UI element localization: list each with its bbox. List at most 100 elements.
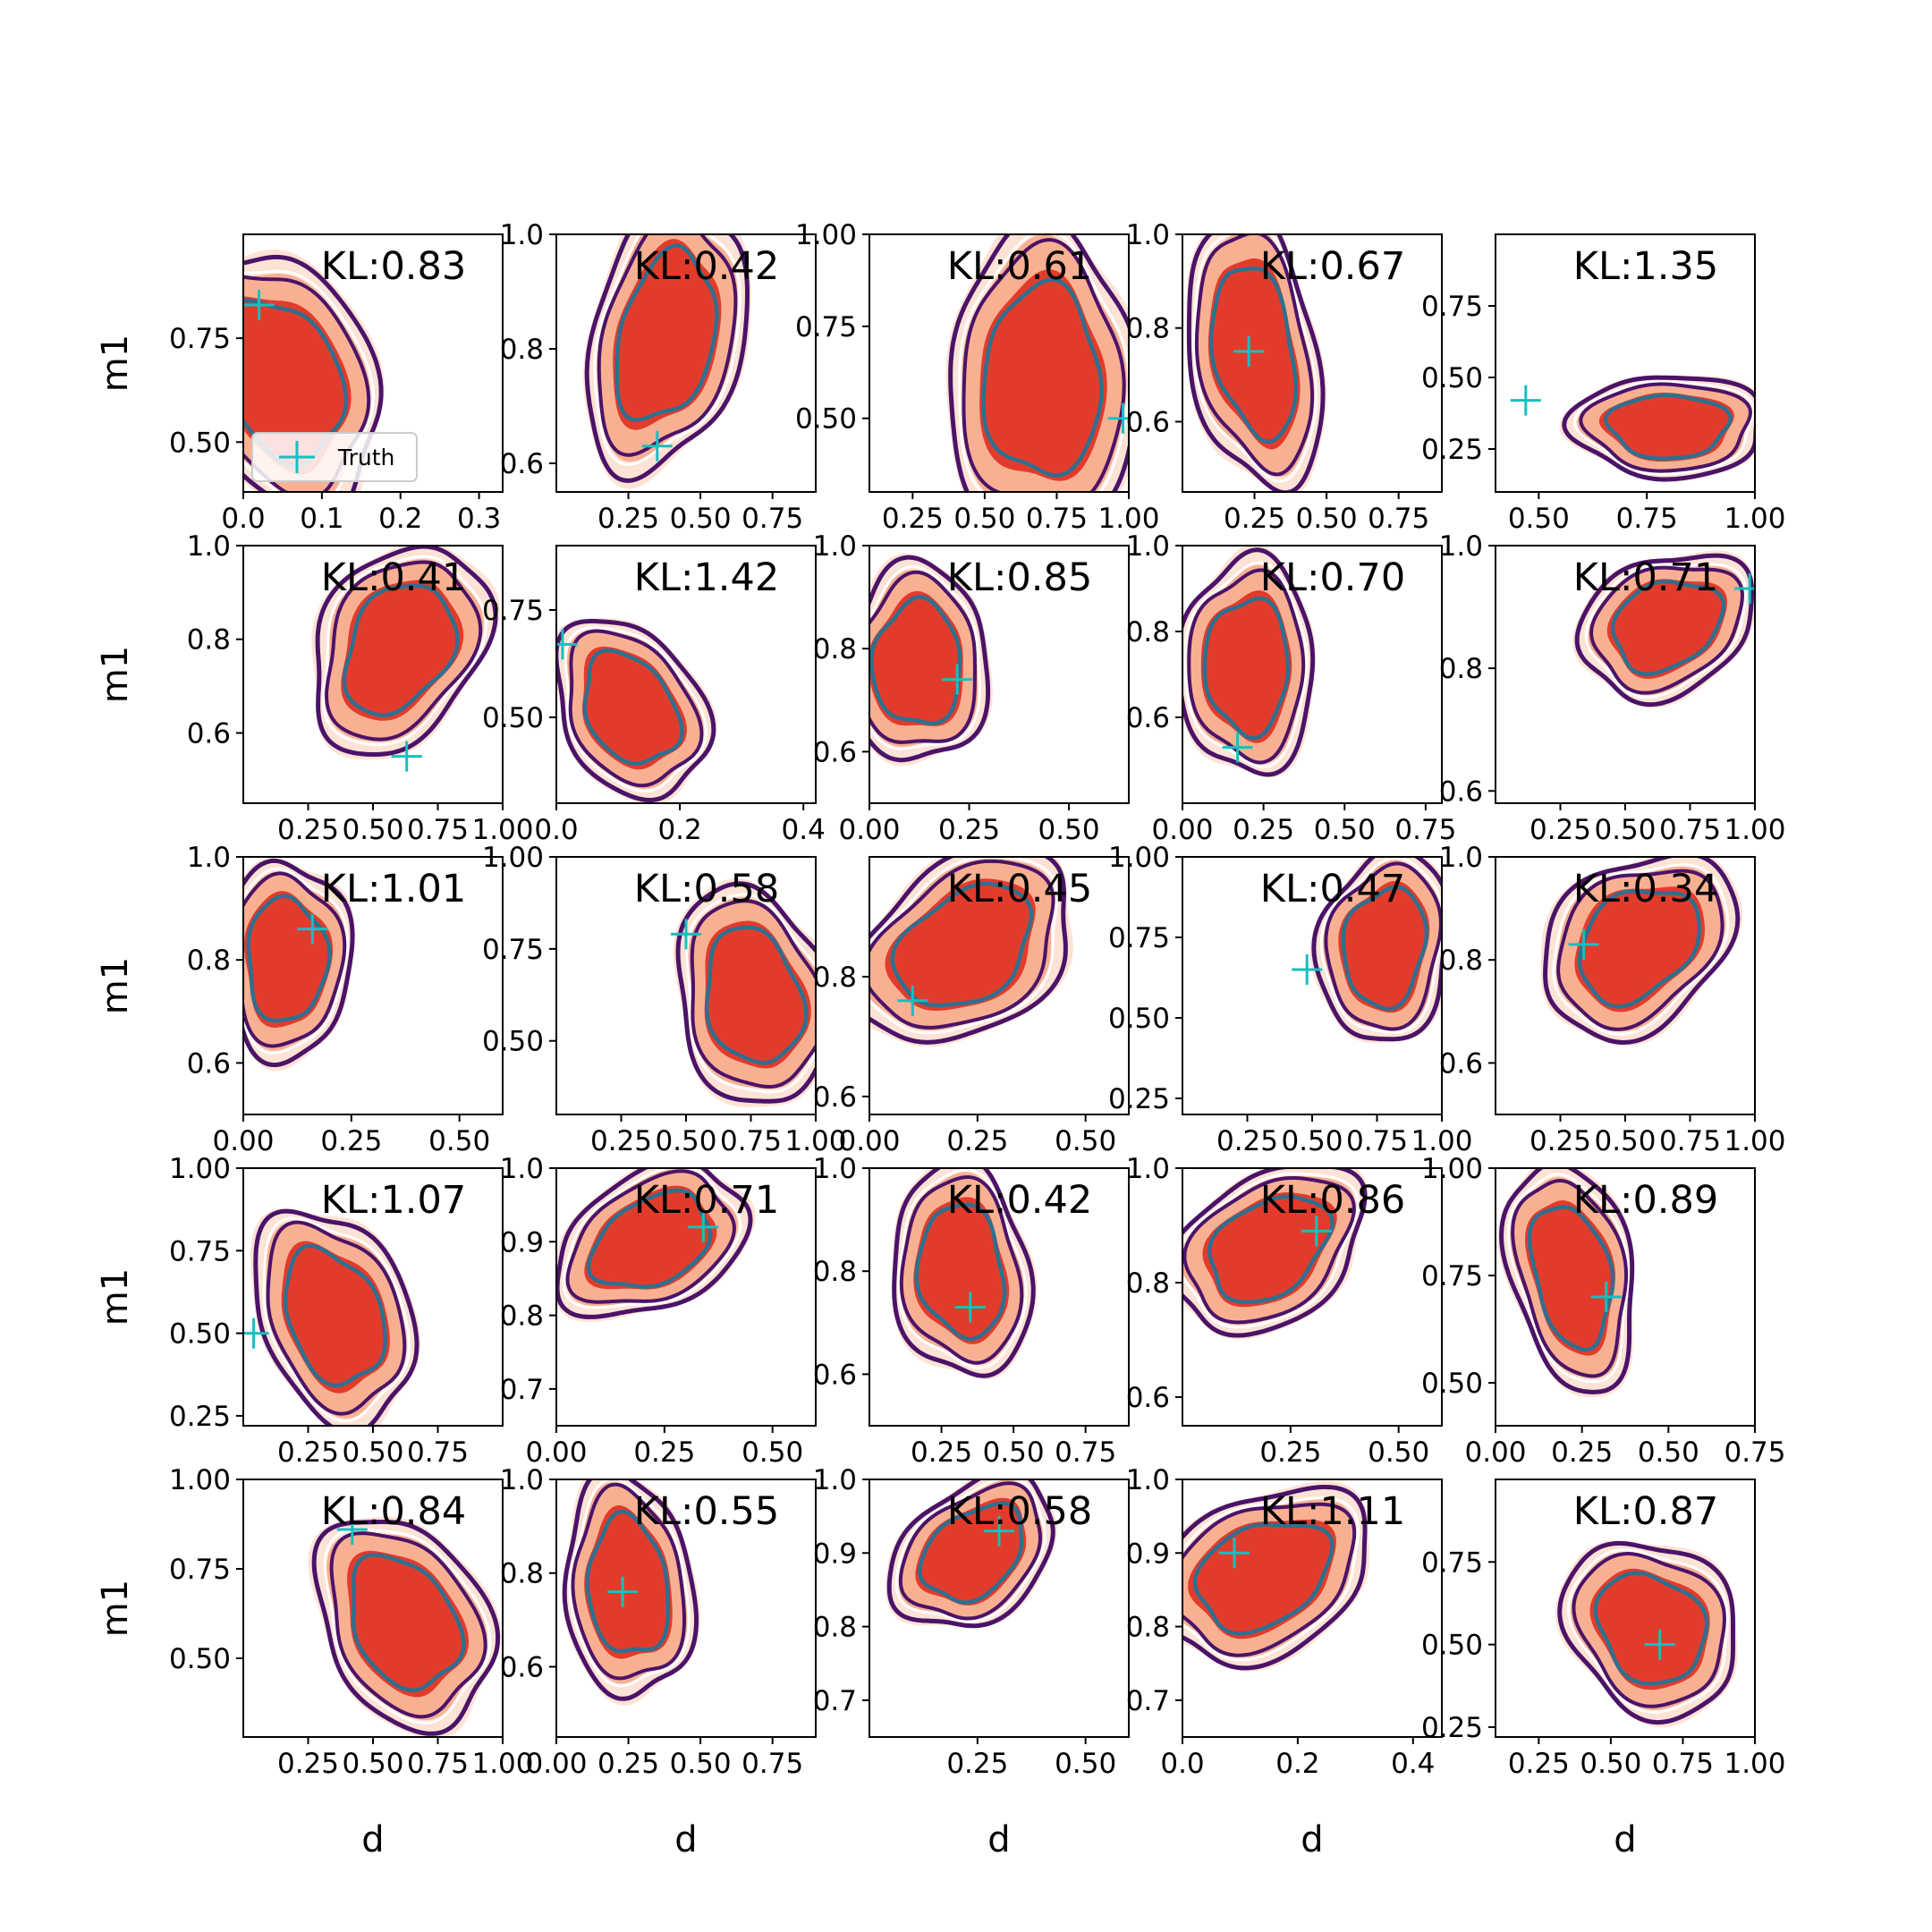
x-tick-label: 0.75	[1394, 814, 1456, 846]
x-tick-label: 0.3	[457, 503, 501, 535]
contour-second	[1194, 234, 1315, 477]
contour-outer	[556, 1168, 753, 1319]
y-tick-label: 1.00	[795, 219, 857, 251]
truth-marker	[556, 629, 578, 660]
contour-white	[958, 234, 1129, 492]
x-axis-label: d	[674, 1819, 697, 1860]
y-tick-label: 0.75	[1421, 291, 1483, 323]
contour-outer	[1182, 1168, 1368, 1338]
truth-marker	[1107, 402, 1129, 434]
density-fill-inner	[1598, 393, 1734, 462]
y-tick-label: 0.50	[1421, 362, 1483, 394]
x-tick-label: 0.50	[1594, 814, 1656, 846]
y-tick-label: 1.0	[1126, 1153, 1170, 1185]
contour-white	[685, 893, 816, 1094]
contour-inner	[1604, 393, 1733, 461]
contour-second	[571, 1482, 687, 1681]
y-tick-label: 0.25	[1421, 434, 1483, 466]
truth-marker	[641, 430, 673, 462]
kl-label: KL:0.45	[947, 867, 1092, 911]
x-tick-label: 0.00	[525, 1436, 587, 1469]
y-tick-label: 1.00	[1108, 842, 1170, 874]
contour-second	[565, 1169, 736, 1304]
panel-10: KL:0.71 0.25 0.50 0.75 1.00 0.6 0.8 1.0	[1439, 530, 1786, 846]
contour-outer	[886, 1479, 1055, 1629]
x-tick-label: 0.75	[1652, 1748, 1714, 1780]
plot-area	[243, 249, 385, 492]
panel-2: KL:0.42 0.25 0.50 0.75 0.6 0.8 1.0	[500, 219, 817, 535]
contour-outer	[1543, 857, 1741, 1045]
y-tick-label: 1.00	[169, 1153, 231, 1185]
y-tick-label: 0.6	[1126, 702, 1170, 734]
plot-area	[243, 857, 355, 1072]
kl-label: KL:0.41	[321, 555, 466, 600]
axes-frame	[1495, 1479, 1756, 1738]
x-tick-label: 0.25	[597, 1748, 659, 1780]
plot-area	[1510, 375, 1755, 482]
x-tick-label: 0.50	[1296, 503, 1358, 535]
truth-marker	[1734, 573, 1755, 604]
truth-marker	[954, 1292, 986, 1323]
axes-frame	[869, 856, 1130, 1115]
x-tick-label: 0.50	[1055, 1125, 1116, 1157]
kl-label: KL:0.83	[321, 244, 466, 289]
x-tick-label: 0.2	[378, 503, 422, 535]
density-fill-inner	[869, 590, 963, 726]
contour-white	[262, 1216, 411, 1423]
contour-outer	[315, 546, 498, 758]
contour-white	[562, 1168, 742, 1309]
contour-white	[869, 857, 1059, 1035]
x-tick-label: 0.75	[1659, 1125, 1721, 1157]
contour-second	[597, 234, 738, 457]
kl-label: KL:0.71	[1573, 555, 1718, 600]
y-tick-label: 1.0	[187, 842, 231, 874]
truth-marker	[243, 289, 275, 320]
x-axis-label: d	[361, 1819, 384, 1860]
legend-label: Truth	[337, 445, 394, 470]
x-tick-label: 0.50	[1314, 814, 1376, 846]
y-tick-label: 0.75	[795, 311, 857, 343]
y-tick-label: 0.75	[169, 323, 231, 355]
y-tick-label: 0.8	[813, 633, 857, 665]
y-tick-label: 0.8	[1126, 1612, 1170, 1644]
plot-area	[311, 546, 501, 772]
contour-white	[1183, 561, 1309, 769]
x-tick-label: 0.50	[741, 1436, 803, 1469]
plot-area	[1186, 234, 1326, 492]
x-tick-label: 0.1	[300, 503, 343, 535]
density-fill-inner	[1338, 880, 1430, 1013]
panel-4: KL:0.67 0.25 0.50 0.75 0.6 0.8 1.0	[1126, 219, 1443, 535]
plot-area	[1497, 1168, 1635, 1398]
axes-frame	[1182, 1167, 1443, 1427]
truth-marker	[984, 1515, 1014, 1546]
panel-15: KL:0.34 0.25 0.50 0.75 1.00 0.6 0.8 1.0	[1439, 842, 1786, 1157]
y-tick-label: 0.8	[187, 945, 231, 977]
contour-second	[329, 1531, 487, 1719]
plot-area	[308, 1514, 502, 1737]
y-tick-label: 0.8	[187, 624, 231, 657]
truth-marker	[1644, 1629, 1675, 1660]
contour-inner	[342, 583, 460, 717]
truth-marker	[1222, 732, 1253, 763]
plot-area	[556, 1168, 756, 1323]
y-tick-label: 0.75	[1421, 1260, 1483, 1292]
y-tick-label: 1.0	[500, 1464, 544, 1496]
plot-area	[1182, 546, 1316, 778]
x-tick-label: 0.50	[1055, 1748, 1116, 1780]
x-tick-label: 0.0	[1160, 1748, 1204, 1780]
x-tick-label: 0.25	[1530, 814, 1591, 846]
contour-white	[897, 1168, 1028, 1369]
axes-frame	[555, 1479, 817, 1738]
kl-label: KL:0.86	[1260, 1178, 1405, 1223]
contour-inner	[1341, 885, 1429, 1012]
contour-white	[1552, 863, 1730, 1036]
contour-outer	[892, 1168, 1036, 1378]
kl-label: KL:1.35	[1573, 244, 1718, 289]
x-tick-label: 0.50	[342, 1748, 403, 1780]
y-tick-label: 0.8	[500, 1301, 544, 1333]
x-tick-label: 0.25	[590, 1125, 652, 1157]
contour-white	[243, 867, 350, 1055]
kl-label: KL:0.70	[1260, 555, 1405, 600]
contour-white	[1319, 857, 1442, 1035]
x-tick-label: 1.00	[784, 1125, 846, 1157]
